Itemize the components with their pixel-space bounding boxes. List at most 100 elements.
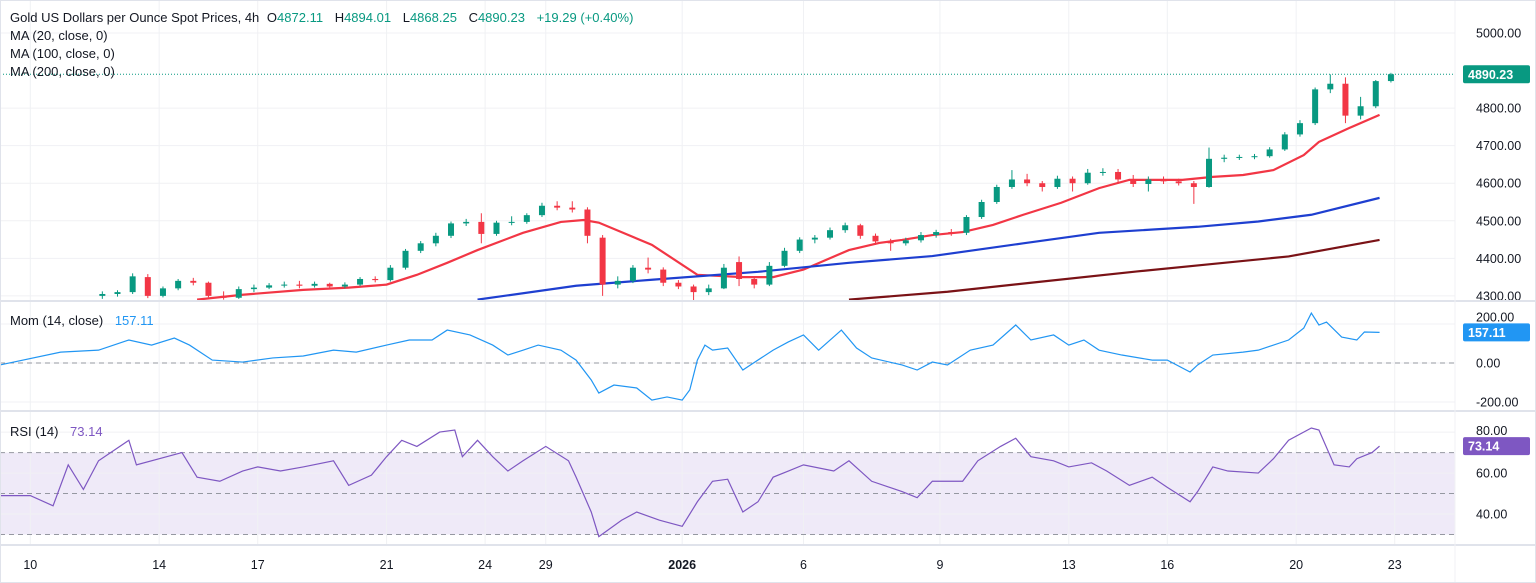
candle	[720, 263, 727, 290]
ma20-line	[196, 113, 1380, 300]
time-axis-label: 9	[936, 558, 943, 572]
candle	[144, 274, 151, 299]
ma20-legend[interactable]: MA (20, close, 0)	[10, 28, 108, 43]
candle-body	[99, 293, 106, 296]
ohlc-low: L4868.25	[402, 10, 457, 25]
candle	[629, 265, 636, 284]
candle	[690, 284, 697, 300]
candle-body	[357, 278, 364, 285]
candle-body	[736, 262, 743, 279]
candle	[584, 207, 591, 244]
candle-body	[326, 283, 333, 287]
candle-body	[978, 202, 985, 218]
candle	[417, 241, 424, 254]
rsi-value-tag	[1463, 437, 1530, 456]
candle	[1084, 168, 1091, 185]
candle	[387, 265, 394, 282]
candle-body	[584, 209, 591, 236]
candle	[190, 277, 197, 286]
rsi-axis-label: 80.00	[1476, 424, 1507, 438]
candle-body	[387, 267, 394, 281]
candle	[993, 184, 1000, 204]
price-axis-label: 4600.00	[1476, 177, 1521, 191]
candle	[129, 273, 136, 294]
candle	[538, 202, 545, 218]
candle	[1024, 173, 1031, 187]
time-axis-label: 23	[1388, 558, 1402, 572]
candle	[917, 232, 924, 243]
candle-body	[1357, 106, 1364, 116]
candle	[887, 238, 894, 251]
ma200-legend[interactable]: MA (200, close, 0)	[10, 64, 115, 79]
candle-body	[1281, 134, 1288, 150]
candle	[1372, 79, 1379, 109]
candle	[478, 213, 485, 244]
ohlc-close: C4890.23	[468, 10, 525, 25]
candle	[705, 284, 712, 296]
candle-body	[144, 277, 151, 296]
candle	[1312, 87, 1319, 126]
candle-body	[1069, 178, 1076, 184]
candle	[842, 222, 849, 233]
rsi-band	[0, 452, 1455, 535]
candle-body	[1251, 156, 1258, 158]
candle	[1387, 72, 1394, 83]
candle-body	[1039, 183, 1046, 187]
candle	[963, 215, 970, 236]
candle-body	[1160, 179, 1167, 182]
rsi-value: 73.14	[70, 424, 103, 439]
candle-body	[1372, 81, 1379, 107]
price-axis-label: 4500.00	[1476, 214, 1521, 228]
candle	[432, 232, 439, 247]
candle	[114, 290, 121, 297]
candle-body	[948, 232, 955, 234]
candle	[250, 284, 257, 293]
candle	[948, 229, 955, 236]
mom-value-tag	[1463, 323, 1530, 342]
candle-body	[266, 285, 273, 288]
candle-body	[857, 225, 864, 236]
time-axis-label: 16	[1160, 558, 1174, 572]
candle-body	[766, 265, 773, 285]
candle	[1099, 168, 1106, 176]
candle-body	[538, 205, 545, 216]
candle-body	[1206, 158, 1213, 187]
price-axis-label: 4800.00	[1476, 102, 1521, 116]
candle	[660, 267, 667, 287]
candle	[1342, 77, 1349, 124]
candle-body	[1084, 172, 1091, 184]
candle	[1145, 176, 1152, 192]
ohlc-high: H4894.01	[334, 10, 392, 25]
rsi-axis-label: 60.00	[1476, 467, 1507, 481]
mom-value-tag-text: 157.11	[1468, 326, 1506, 340]
time-axis-label: 10	[23, 558, 37, 572]
candle-body	[508, 221, 515, 223]
candle-body	[190, 280, 197, 283]
candle	[736, 256, 743, 287]
mom-legend[interactable]: Mom (14, close) 157.11	[10, 313, 158, 329]
candle-body	[705, 288, 712, 293]
candle	[751, 277, 758, 289]
candle	[811, 235, 818, 244]
time-axis-label: 14	[152, 558, 166, 572]
rsi-legend[interactable]: RSI (14) 73.14	[10, 424, 107, 440]
ma100-legend[interactable]: MA (100, close, 0)	[10, 46, 115, 61]
candle-body	[796, 239, 803, 251]
candle-body	[554, 205, 561, 208]
candle-body	[1342, 83, 1349, 116]
candle	[448, 221, 455, 239]
candle	[1281, 132, 1288, 151]
candle-body	[220, 295, 227, 298]
candle	[1008, 170, 1015, 189]
candle-body	[827, 230, 834, 238]
candle	[266, 283, 273, 290]
time-axis-label: 20	[1289, 558, 1303, 572]
candle-body	[159, 288, 166, 296]
candle-body	[1145, 179, 1152, 184]
candle	[311, 281, 318, 288]
candle-body	[751, 278, 758, 285]
candle-body	[720, 267, 727, 289]
candle	[1130, 174, 1137, 187]
candle-body	[614, 280, 621, 285]
